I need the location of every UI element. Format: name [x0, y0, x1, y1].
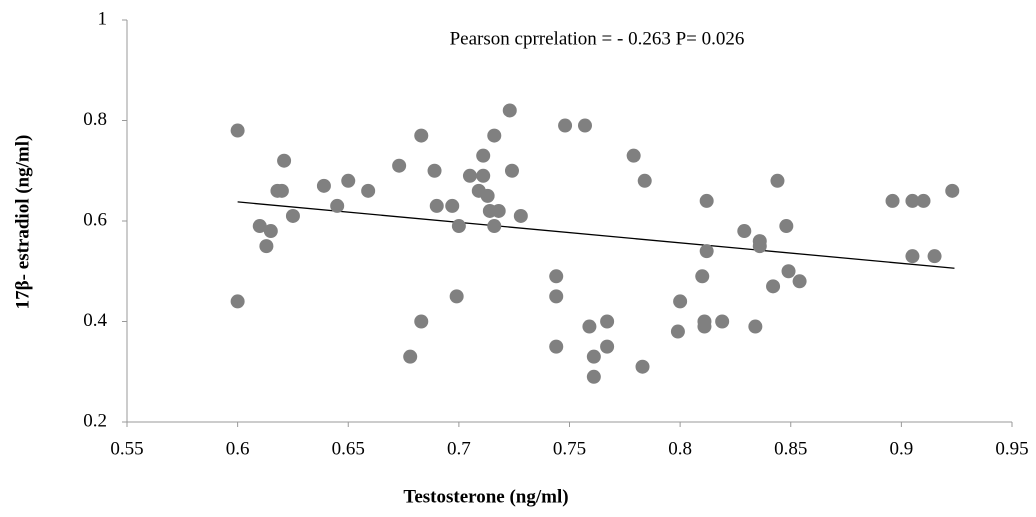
point [480, 188, 495, 203]
point [549, 289, 564, 304]
point [361, 183, 376, 198]
point [635, 359, 650, 374]
point [905, 193, 920, 208]
point [927, 249, 942, 264]
point [513, 208, 528, 223]
point [504, 163, 519, 178]
point [945, 183, 960, 198]
point [330, 198, 345, 213]
point [341, 173, 356, 188]
point [414, 128, 429, 143]
point [600, 339, 615, 354]
x-tick-label: 0.75 [553, 438, 586, 459]
point [752, 239, 767, 254]
point [277, 153, 292, 168]
point [673, 294, 688, 309]
point [403, 349, 418, 364]
point [230, 294, 245, 309]
point [392, 158, 407, 173]
point [230, 123, 245, 138]
point [770, 173, 785, 188]
point [905, 249, 920, 264]
point [263, 224, 278, 239]
point [699, 244, 714, 259]
point [670, 324, 685, 339]
y-tick-label: 0.4 [83, 310, 107, 331]
x-axis-title: Testosterone (ng/ml) [403, 486, 568, 507]
point [586, 369, 601, 384]
point [285, 208, 300, 223]
point [259, 239, 274, 254]
point [737, 224, 752, 239]
point [549, 339, 564, 354]
point [748, 319, 763, 334]
point [699, 193, 714, 208]
point [781, 264, 796, 279]
x-tick-label: 0.95 [995, 438, 1028, 459]
point [695, 269, 710, 284]
point [487, 219, 502, 234]
point [274, 183, 289, 198]
point [766, 279, 781, 294]
y-axis-title: 17β- estradiol (ng/ml) [12, 135, 33, 310]
point [427, 163, 442, 178]
x-tick-label: 0.7 [447, 438, 471, 459]
y-tick-label: 0.6 [83, 209, 107, 230]
point [476, 168, 491, 183]
x-tick-label: 0.8 [668, 438, 692, 459]
y-tick-label: 1 [98, 8, 108, 29]
point [637, 173, 652, 188]
point [316, 178, 331, 193]
x-tick-label: 0.85 [774, 438, 807, 459]
x-tick-label: 0.65 [332, 438, 365, 459]
y-tick-label: 0.2 [83, 410, 107, 431]
point [462, 168, 477, 183]
point [252, 219, 267, 234]
point [582, 319, 597, 334]
x-tick-label: 0.55 [110, 438, 143, 459]
point [429, 198, 444, 213]
point [600, 314, 615, 329]
point [626, 148, 641, 163]
point [491, 203, 506, 218]
point [558, 118, 573, 133]
annotation: Pearson cprrelation = - 0.263 P= 0.026 [450, 28, 745, 49]
point [577, 118, 592, 133]
point [502, 103, 517, 118]
point [916, 193, 931, 208]
trendline [237, 201, 955, 269]
point [715, 314, 730, 329]
point [885, 193, 900, 208]
point [451, 219, 466, 234]
point [792, 274, 807, 289]
point [445, 198, 460, 213]
point [476, 148, 491, 163]
point [487, 128, 502, 143]
x-tick-label: 0.9 [890, 438, 914, 459]
x-tick-label: 0.6 [226, 438, 250, 459]
point [779, 219, 794, 234]
point [697, 319, 712, 334]
point [449, 289, 464, 304]
point [586, 349, 601, 364]
point [414, 314, 429, 329]
y-tick-label: 0.8 [83, 109, 107, 130]
point [549, 269, 564, 284]
